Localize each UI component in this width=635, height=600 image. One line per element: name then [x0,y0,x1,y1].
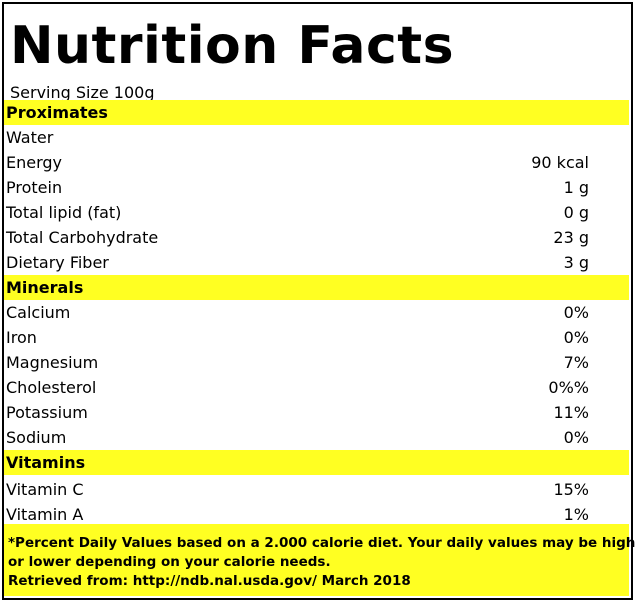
nutrient-row-dietary-fiber: Dietary Fiber 3 g [4,250,629,275]
nutrient-label: Energy [6,153,63,172]
footnote-line: *Percent Daily Values based on a 2.000 c… [8,535,635,551]
nutrient-value: 0 g [563,203,589,222]
nutrient-row-potassium: Potassium 11% [4,400,629,425]
nutrient-row-cholesterol: Cholesterol 0%% [4,375,629,400]
section-header-proximates: Proximates [4,100,629,125]
nutrient-value: 7% [563,353,589,372]
nutrient-row-energy: Energy 90 kcal [4,150,629,175]
nutrient-value: 23 g [553,228,589,247]
nutrient-value: 0% [563,428,589,447]
nutrient-label: Potassium [6,403,88,422]
nutrient-label: Total lipid (fat) [6,203,122,222]
nutrient-row-vitamin-c: Vitamin C 15% [4,477,629,502]
nutrient-row-total-lipid: Total lipid (fat) 0 g [4,200,629,225]
section-header-vitamins: Vitamins [4,450,629,475]
nutrient-row-calcium: Calcium 0% [4,300,629,325]
nutrient-value: 15% [553,480,589,499]
nutrient-label: Vitamin A [6,505,84,524]
nutrient-label: Protein [6,178,63,197]
serving-size: Serving Size 100g [10,83,155,102]
nutrient-row-magnesium: Magnesium 7% [4,350,629,375]
nutrient-row-iron: Iron 0% [4,325,629,350]
nutrient-row-water: Water [4,125,629,150]
footnote: *Percent Daily Values based on a 2.000 c… [4,524,635,596]
nutrient-label: Vitamin C [6,480,84,499]
nutrient-label: Magnesium [6,353,99,372]
nutrient-row-total-carbohydrate: Total Carbohydrate 23 g [4,225,629,250]
nutrient-value: 3 g [563,253,589,272]
nutrient-label: Iron [6,328,37,347]
source-line: Retrieved from: http://ndb.nal.usda.gov/… [8,573,411,589]
nutrient-value: 0% [563,328,589,347]
page-title: Nutrition Facts [10,16,455,76]
nutrient-label: Total Carbohydrate [6,228,159,247]
nutrient-value: 0% [563,303,589,322]
nutrient-row-protein: Protein 1 g [4,175,629,200]
nutrient-label: Calcium [6,303,71,322]
nutrient-value: 1% [563,505,589,524]
section-header-minerals: Minerals [4,275,629,300]
nutrient-row-vitamin-a: Vitamin A 1% [4,502,629,527]
nutrient-value: 90 kcal [531,153,589,172]
footnote-line: or lower depending on your calorie needs… [8,554,331,570]
nutrient-label: Sodium [6,428,67,447]
nutrient-value: 11% [553,403,589,422]
nutrient-value: 0%% [548,378,589,397]
nutrient-label: Dietary Fiber [6,253,109,272]
nutrient-row-sodium: Sodium 0% [4,425,629,450]
nutrient-label: Cholesterol [6,378,97,397]
nutrient-value: 1 g [563,178,589,197]
nutrient-label: Water [6,128,54,147]
